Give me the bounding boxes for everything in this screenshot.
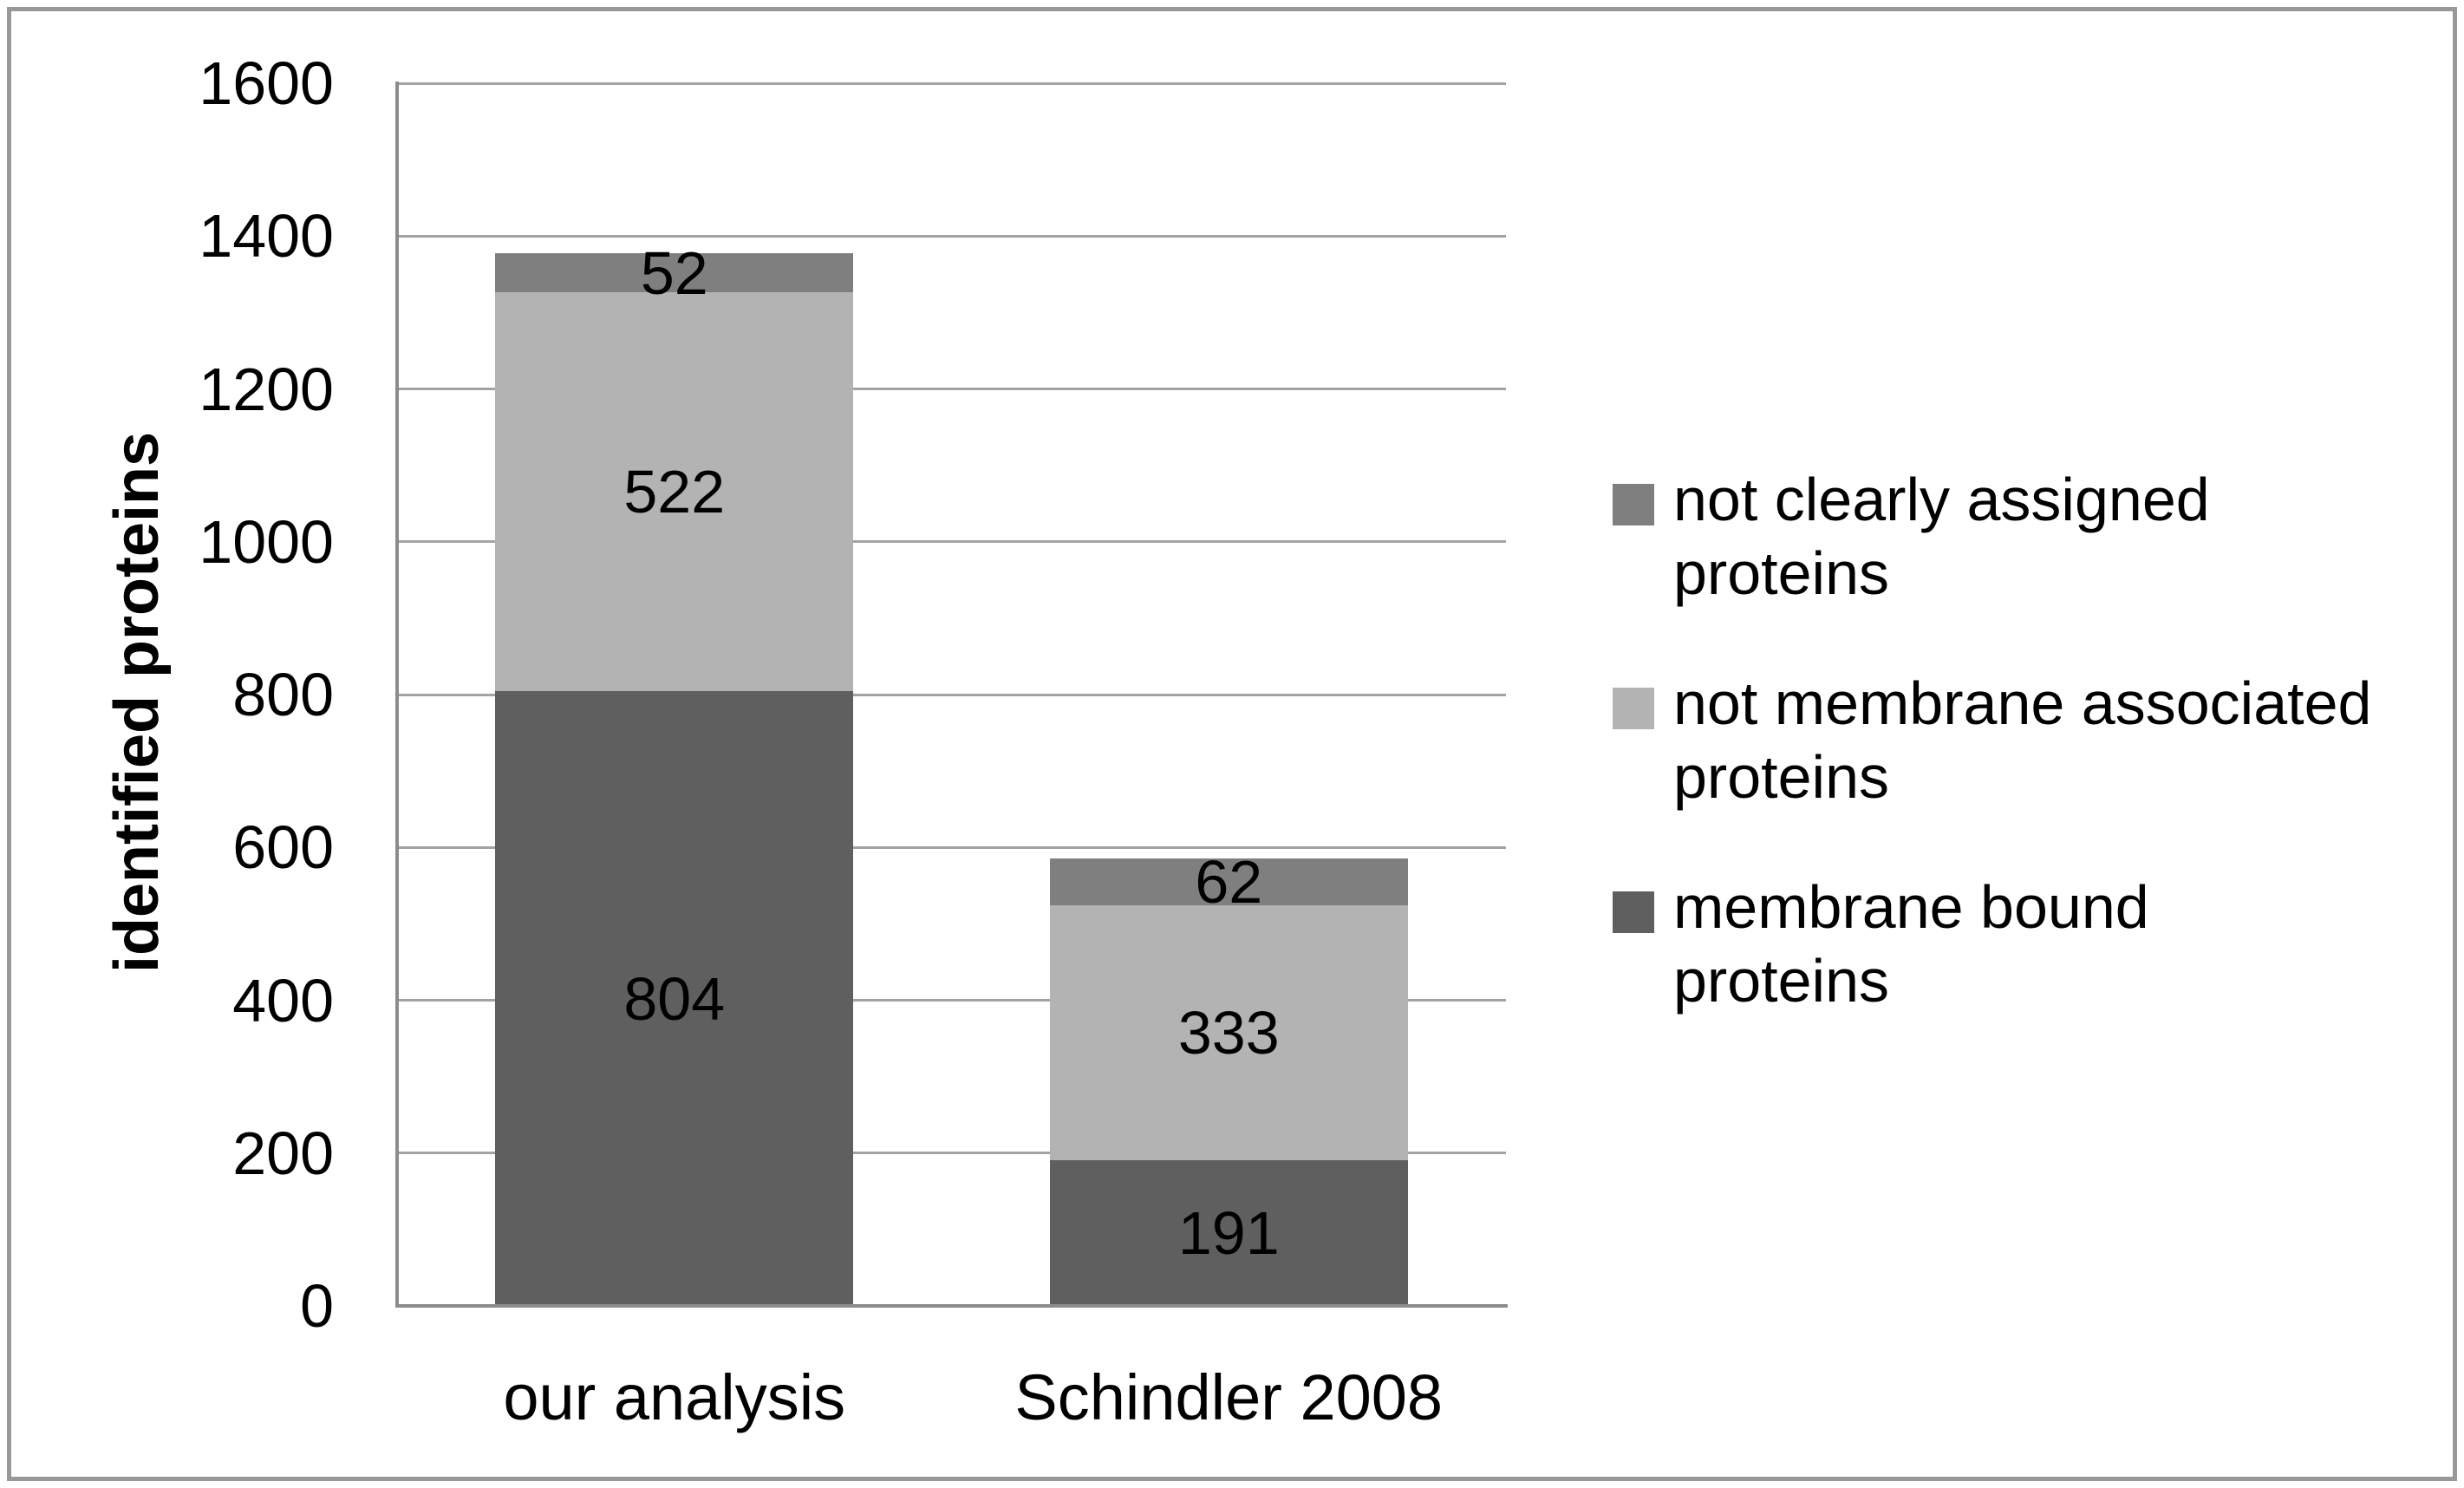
bar-segment-not-clearly-assigned-proteins-our-analysis bbox=[495, 252, 854, 293]
y-tick-label-1200: 1200 bbox=[199, 355, 334, 423]
gridline-800 bbox=[397, 693, 1506, 696]
legend-label: not membrane associated proteins bbox=[1673, 667, 2454, 814]
y-axis-line bbox=[395, 82, 399, 1308]
figure-border bbox=[7, 7, 2457, 1481]
y-tick-label-1000: 1000 bbox=[199, 507, 334, 576]
y-tick-label-800: 800 bbox=[232, 661, 334, 728]
legend-swatch-membrane-bound bbox=[1613, 891, 1654, 933]
y-tick-label-400: 400 bbox=[232, 966, 334, 1034]
y-tick-label-1600: 1600 bbox=[199, 49, 334, 117]
legend-label-line: not clearly assigned bbox=[1673, 466, 2210, 533]
gridline-1200 bbox=[397, 388, 1506, 390]
legend-item-not-membrane-associated: not membrane associated proteins bbox=[1613, 667, 2454, 814]
bar-segment-not-membrane-associated-proteins-Schindler-2008 bbox=[1049, 905, 1408, 1160]
data-label-522: 522 bbox=[623, 458, 726, 526]
y-tick-label-600: 600 bbox=[232, 813, 334, 882]
data-label-333: 333 bbox=[1177, 998, 1280, 1067]
legend-label-line: proteins bbox=[1673, 743, 1890, 811]
gridline-1600 bbox=[397, 82, 1506, 85]
data-label-804: 804 bbox=[623, 964, 726, 1033]
y-tick-label-0: 0 bbox=[300, 1272, 334, 1340]
bar-segment-membrane-bound-proteins-Schindler-2008 bbox=[1049, 1159, 1408, 1306]
gridline-600 bbox=[397, 845, 1506, 849]
legend-label-line: not membrane associated bbox=[1673, 669, 2372, 737]
legend-label-line: proteins bbox=[1673, 539, 1890, 607]
gridline-400 bbox=[397, 999, 1506, 1002]
x-category-label-our-analysis: our analysis bbox=[503, 1361, 846, 1433]
bar-segment-membrane-bound-proteins-our-analysis bbox=[495, 691, 854, 1306]
legend-label-line: membrane bound bbox=[1673, 873, 2149, 941]
x-axis-line bbox=[395, 1304, 1508, 1308]
data-label-62: 62 bbox=[1195, 847, 1263, 916]
gridline-200 bbox=[397, 1152, 1506, 1155]
legend-label-line: proteins bbox=[1673, 947, 1890, 1015]
legend-label: not clearly assigned proteins bbox=[1673, 463, 2454, 610]
legend-item-not-clearly-assigned: not clearly assigned proteins bbox=[1613, 463, 2454, 610]
bar-segment-not-clearly-assigned-proteins-Schindler-2008 bbox=[1049, 858, 1408, 906]
legend-swatch-not-membrane-associated bbox=[1613, 688, 1654, 729]
bar-segment-not-membrane-associated-proteins-our-analysis bbox=[495, 292, 854, 692]
y-tick-label-1400: 1400 bbox=[199, 202, 334, 271]
data-label-191: 191 bbox=[1177, 1198, 1280, 1267]
gridline-1400 bbox=[397, 234, 1506, 238]
plot-area: 804 522 52 191 333 62 bbox=[395, 82, 1508, 1308]
data-label-52: 52 bbox=[640, 238, 708, 307]
x-category-label-Schindler-2008: Schindler 2008 bbox=[1014, 1361, 1444, 1433]
legend-item-membrane-bound: membrane bound proteins bbox=[1613, 871, 2454, 1018]
gridline-1000 bbox=[397, 540, 1506, 544]
legend-label: membrane bound proteins bbox=[1673, 871, 2454, 1018]
y-tick-label-200: 200 bbox=[232, 1119, 334, 1187]
legend-swatch-not-clearly-assigned bbox=[1613, 484, 1654, 525]
